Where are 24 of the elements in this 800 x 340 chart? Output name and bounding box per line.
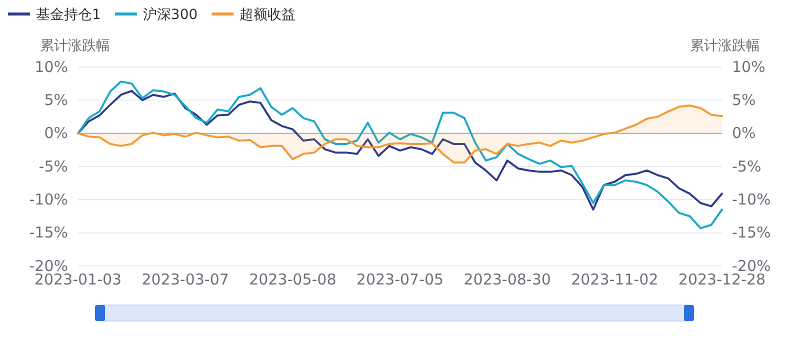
y2-axis-title: 累计涨跌幅 bbox=[690, 38, 760, 54]
line-series bbox=[77, 80, 723, 230]
legend-label: 沪深300 bbox=[142, 7, 198, 23]
y-tick-label: 0% bbox=[44, 124, 68, 142]
y-tick-label: 5% bbox=[44, 90, 68, 109]
y2-tick-label: -15% bbox=[732, 224, 771, 242]
x-tick-label: 2023-03-07 bbox=[142, 270, 229, 289]
y-axis-title: 累计涨跌幅 bbox=[40, 38, 110, 54]
x-tick-label: 2023-11-02 bbox=[571, 270, 658, 289]
y2-tick-label: -5% bbox=[732, 157, 762, 176]
x-tick-label: 2023-08-30 bbox=[464, 270, 551, 289]
x-tick-label: 2023-05-08 bbox=[249, 270, 336, 289]
x-tick-label: 2023-07-05 bbox=[356, 270, 444, 289]
y-tick-label: 10% bbox=[34, 58, 68, 76]
y-tick-label: -5% bbox=[38, 157, 68, 176]
y-tick-label: -10% bbox=[29, 190, 68, 208]
legend-label: 超额收益 bbox=[240, 7, 296, 23]
y2-tick-label: -10% bbox=[732, 190, 771, 208]
y-tick-label: -15% bbox=[29, 224, 68, 242]
line-series bbox=[77, 90, 723, 211]
y2-tick-label: 10% bbox=[732, 58, 766, 76]
y2-tick-label: 5% bbox=[732, 90, 756, 109]
legend-label: 基金持仓1 bbox=[36, 7, 101, 23]
y2-tick-label: 0% bbox=[732, 124, 756, 142]
